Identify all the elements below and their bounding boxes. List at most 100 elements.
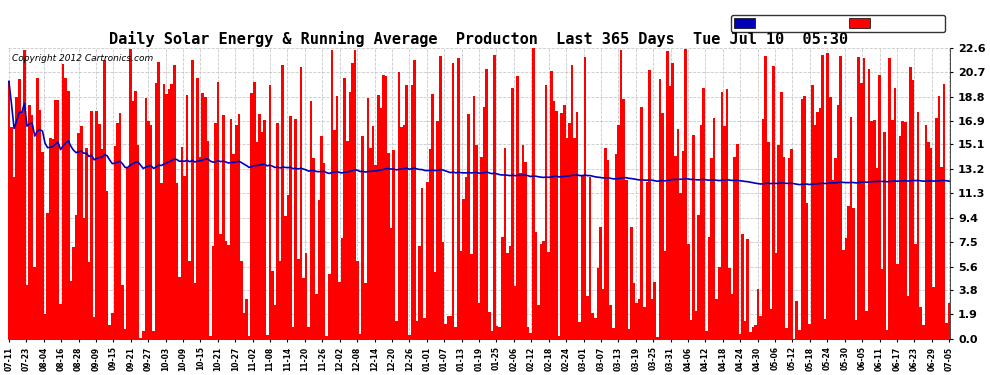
Bar: [829, 97, 832, 339]
Bar: [922, 325, 925, 339]
Bar: [328, 274, 331, 339]
Bar: [819, 108, 822, 339]
Bar: [462, 199, 465, 339]
Bar: [421, 188, 424, 339]
Bar: [933, 287, 935, 339]
Bar: [135, 91, 137, 339]
Bar: [870, 122, 873, 339]
Bar: [837, 105, 840, 339]
Bar: [920, 307, 922, 339]
Bar: [333, 130, 336, 339]
Bar: [759, 316, 762, 339]
Bar: [227, 244, 230, 339]
Bar: [77, 133, 80, 339]
Bar: [353, 50, 356, 339]
Bar: [323, 162, 326, 339]
Bar: [276, 123, 279, 339]
Bar: [563, 105, 565, 339]
Bar: [170, 84, 173, 339]
Bar: [809, 324, 811, 339]
Bar: [925, 125, 928, 339]
Bar: [816, 112, 819, 339]
Bar: [623, 99, 625, 339]
Bar: [788, 158, 790, 339]
Bar: [21, 112, 23, 339]
Bar: [167, 89, 170, 339]
Bar: [154, 83, 157, 339]
Bar: [716, 299, 718, 339]
Bar: [439, 56, 442, 339]
Bar: [597, 268, 599, 339]
Bar: [196, 78, 199, 339]
Bar: [95, 111, 98, 339]
Bar: [207, 141, 209, 339]
Bar: [891, 120, 894, 339]
Bar: [860, 83, 862, 339]
Bar: [695, 311, 697, 339]
Bar: [674, 156, 676, 339]
Bar: [767, 142, 769, 339]
Bar: [429, 149, 432, 339]
Bar: [445, 324, 446, 339]
Bar: [878, 75, 881, 339]
Bar: [573, 138, 576, 339]
Bar: [544, 85, 547, 339]
Bar: [302, 279, 305, 339]
Bar: [718, 267, 721, 339]
Bar: [382, 75, 385, 339]
Bar: [467, 114, 470, 339]
Bar: [351, 63, 353, 339]
Bar: [511, 88, 514, 339]
Bar: [377, 96, 379, 339]
Bar: [406, 85, 408, 339]
Bar: [811, 85, 814, 339]
Bar: [23, 50, 26, 339]
Bar: [873, 120, 875, 339]
Bar: [165, 94, 167, 339]
Bar: [855, 320, 857, 339]
Bar: [214, 123, 217, 339]
Bar: [271, 271, 273, 339]
Bar: [281, 65, 284, 339]
Bar: [731, 294, 734, 339]
Bar: [935, 118, 938, 339]
Bar: [687, 244, 690, 339]
Bar: [175, 183, 178, 339]
Bar: [379, 108, 382, 339]
Bar: [650, 299, 653, 339]
Bar: [34, 267, 36, 339]
Bar: [790, 149, 793, 339]
Bar: [488, 312, 491, 339]
Bar: [183, 176, 186, 339]
Bar: [710, 158, 713, 339]
Bar: [359, 334, 361, 339]
Bar: [705, 330, 708, 339]
Bar: [398, 72, 400, 339]
Bar: [543, 241, 545, 339]
Bar: [638, 298, 641, 339]
Bar: [907, 296, 909, 339]
Bar: [552, 101, 555, 339]
Bar: [589, 177, 591, 339]
Bar: [250, 93, 253, 339]
Bar: [842, 250, 844, 339]
Bar: [80, 126, 82, 339]
Bar: [255, 142, 258, 339]
Bar: [246, 299, 248, 339]
Bar: [684, 48, 687, 339]
Bar: [233, 154, 235, 339]
Bar: [85, 148, 88, 339]
Bar: [928, 142, 930, 339]
Bar: [506, 253, 509, 339]
Bar: [519, 172, 522, 339]
Bar: [517, 76, 519, 339]
Bar: [173, 65, 175, 339]
Bar: [432, 94, 434, 339]
Bar: [538, 305, 540, 339]
Bar: [145, 98, 148, 339]
Bar: [403, 124, 406, 339]
Bar: [663, 252, 666, 339]
Bar: [419, 246, 421, 339]
Bar: [284, 216, 286, 339]
Bar: [576, 112, 578, 339]
